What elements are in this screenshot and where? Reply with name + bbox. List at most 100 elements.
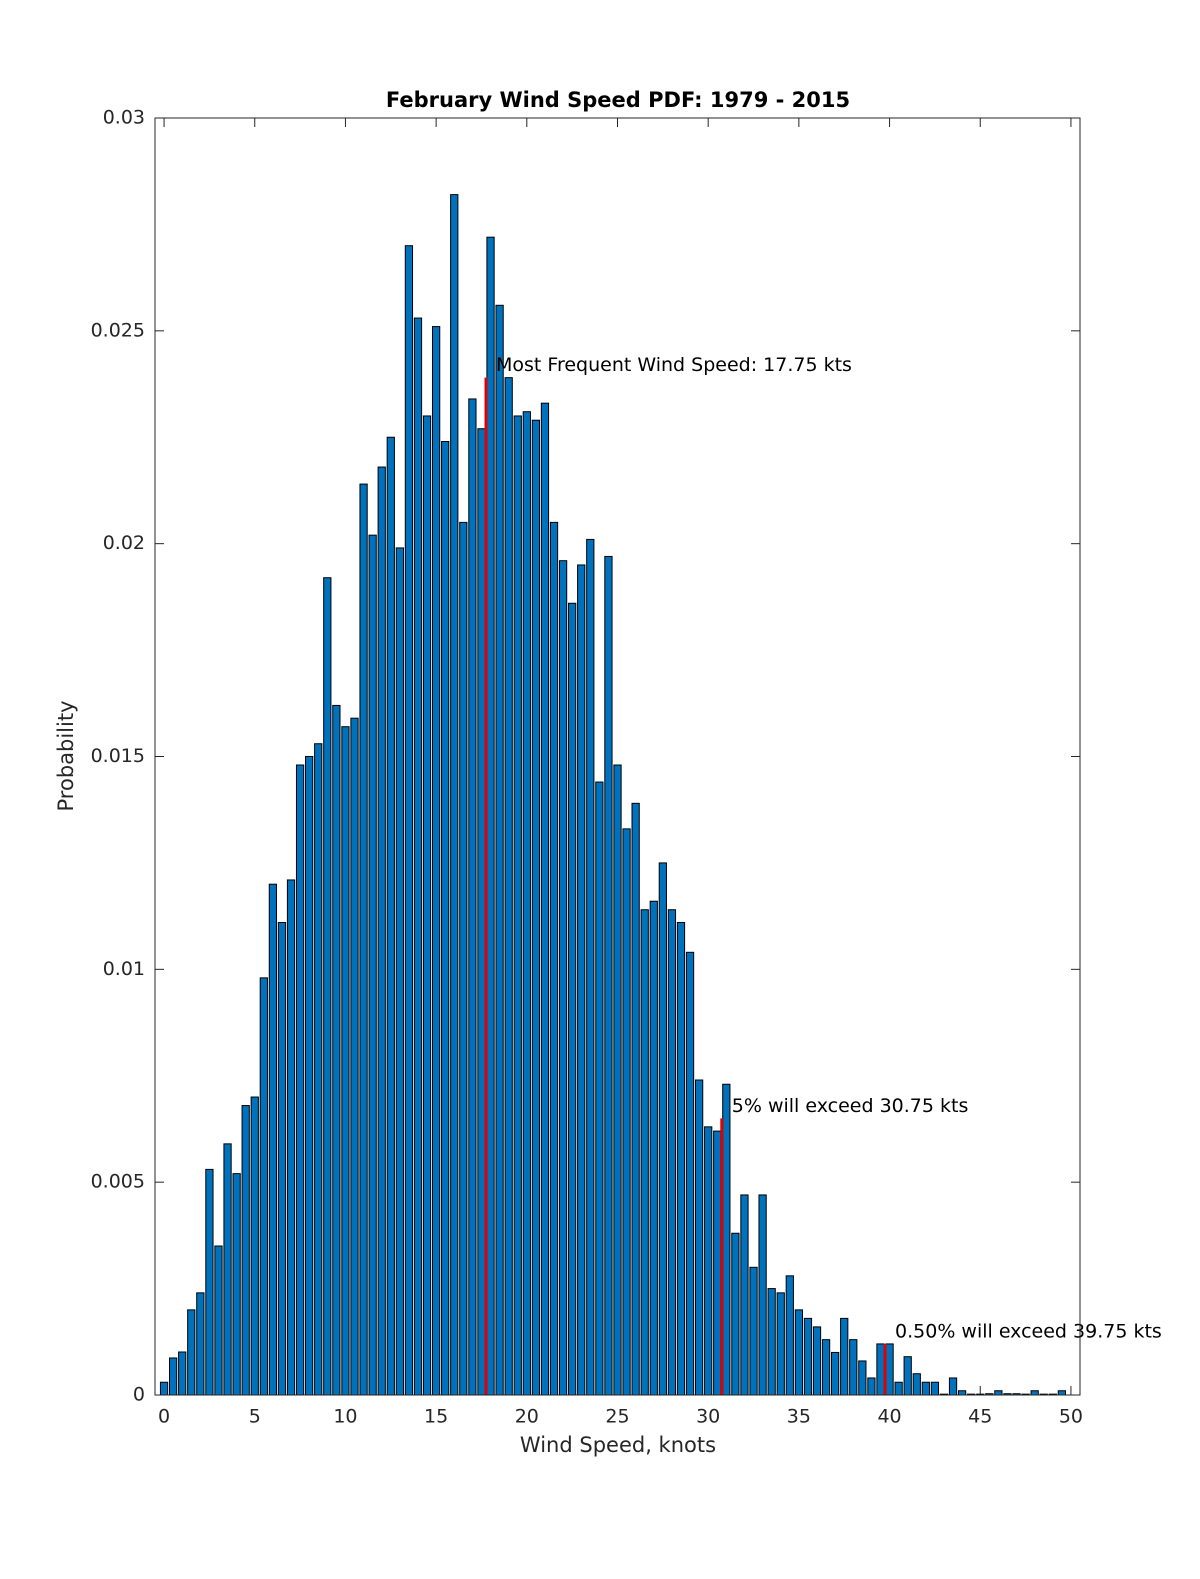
y-tick-label: 0	[133, 1384, 145, 1406]
bar	[540, 402, 550, 1396]
bar	[368, 534, 377, 1396]
bar	[169, 1357, 178, 1396]
bar	[812, 1326, 822, 1396]
bar	[332, 704, 341, 1396]
x-tick-label: 30	[696, 1406, 720, 1428]
bar	[441, 441, 450, 1396]
bar	[577, 564, 586, 1396]
bar	[468, 398, 477, 1396]
bar	[785, 1275, 794, 1396]
bar	[459, 521, 468, 1396]
y-tick-label: 0.03	[103, 107, 145, 129]
bar	[377, 466, 386, 1396]
bar	[758, 1194, 767, 1396]
bar	[767, 1288, 776, 1396]
bar	[159, 1381, 169, 1396]
bar	[930, 1381, 940, 1396]
bar	[422, 415, 432, 1396]
bar	[305, 756, 314, 1396]
bar	[604, 555, 613, 1396]
chart-title: February Wind Speed PDF: 1979 - 2015	[386, 88, 850, 112]
annotation: 5% will exceed 30.75 kts	[732, 1095, 969, 1117]
bar	[250, 1096, 259, 1396]
bar	[885, 1343, 894, 1396]
bar	[513, 415, 522, 1396]
bar	[413, 317, 423, 1396]
bar	[1030, 1390, 1039, 1396]
bar	[178, 1351, 187, 1396]
bar	[1057, 1390, 1066, 1396]
bar	[849, 1339, 858, 1396]
y-axis-label: Probability	[54, 700, 78, 811]
bar	[432, 326, 441, 1396]
bar	[794, 1309, 804, 1396]
bar	[704, 1126, 713, 1396]
annotation: Most Frequent Wind Speed: 17.75 kts	[496, 354, 852, 376]
x-tick-label: 35	[787, 1406, 811, 1428]
bar	[858, 1360, 867, 1396]
x-tick-label: 40	[877, 1406, 901, 1428]
plot-frame	[154, 117, 1081, 1396]
bar	[894, 1381, 903, 1396]
bar	[803, 1317, 813, 1396]
bar	[631, 802, 640, 1396]
bar	[286, 879, 296, 1396]
bar	[912, 1373, 921, 1396]
bar	[450, 194, 459, 1396]
bar	[341, 726, 350, 1396]
x-tick-label: 0	[158, 1406, 170, 1428]
bar	[214, 1245, 223, 1396]
bar	[568, 602, 577, 1396]
bar	[323, 577, 332, 1396]
x-tick-label: 20	[515, 1406, 539, 1428]
annotation: 0.50% will exceed 39.75 kts	[895, 1320, 1162, 1342]
y-tick-label: 0.005	[91, 1171, 145, 1193]
bar	[241, 1105, 250, 1396]
x-tick-label: 15	[424, 1406, 448, 1428]
bar	[359, 483, 368, 1396]
bar	[821, 1339, 831, 1396]
y-tick-label: 0.015	[91, 745, 145, 767]
bar	[676, 922, 686, 1396]
bar	[259, 977, 268, 1396]
bar	[486, 236, 495, 1396]
x-tick-label: 10	[333, 1406, 357, 1428]
bar	[477, 428, 486, 1396]
y-tick-label: 0.02	[103, 532, 145, 554]
bar	[549, 521, 559, 1396]
bar	[749, 1266, 758, 1396]
bar	[386, 436, 395, 1396]
bar	[876, 1343, 885, 1396]
bar	[268, 883, 278, 1396]
bar	[948, 1377, 958, 1396]
bar	[586, 538, 595, 1396]
bar	[205, 1168, 214, 1396]
bar	[694, 1079, 704, 1396]
bar	[595, 781, 604, 1396]
bar	[957, 1390, 967, 1396]
bar	[622, 828, 631, 1396]
bar	[776, 1292, 785, 1396]
x-axis-label: Wind Speed, knots	[520, 1433, 716, 1457]
x-tick-label: 50	[1059, 1406, 1083, 1428]
bar	[903, 1356, 912, 1396]
bar	[277, 922, 287, 1396]
bar	[840, 1317, 849, 1396]
bar	[531, 419, 541, 1396]
bar	[658, 862, 667, 1396]
x-tick-label: 25	[605, 1406, 629, 1428]
bar	[722, 1083, 731, 1396]
bar	[522, 411, 531, 1396]
bar	[685, 951, 695, 1396]
bar	[196, 1292, 205, 1396]
bar	[613, 764, 622, 1396]
bar	[994, 1390, 1003, 1396]
bar	[831, 1351, 840, 1396]
bar	[404, 245, 414, 1396]
bar	[504, 377, 513, 1396]
bar	[649, 900, 658, 1396]
bar	[295, 764, 305, 1396]
bar	[395, 547, 404, 1396]
bar	[713, 1130, 722, 1396]
